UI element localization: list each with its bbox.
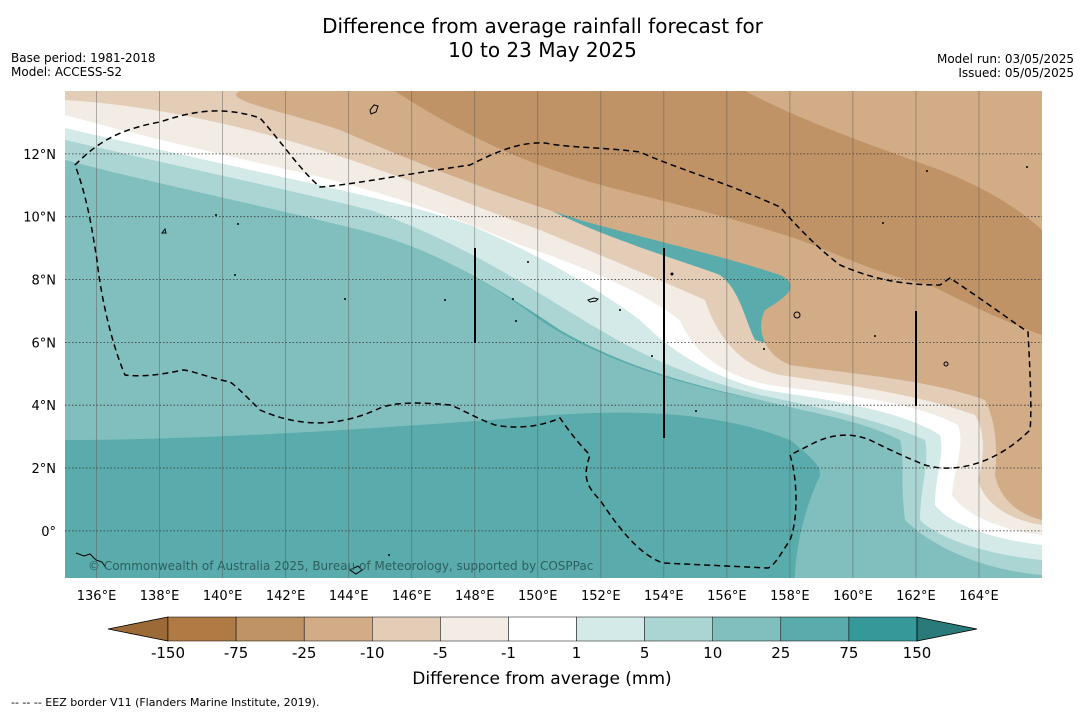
- colorbar-tick-label: -10: [360, 644, 385, 662]
- title-line-1: Difference from average rainfall forecas…: [322, 14, 763, 38]
- lon-tick-label: 146°E: [392, 589, 432, 604]
- colorbar-title: Difference from average (mm): [412, 669, 671, 689]
- colorbar-segment: [644, 616, 713, 642]
- copyright-text: © Commonwealth of Australia 2025, Bureau…: [88, 559, 593, 573]
- lon-tick-label: 140°E: [203, 589, 243, 604]
- lon-tick-label: 138°E: [140, 589, 180, 604]
- anomaly-band-neg1-1: [65, 91, 1042, 535]
- island-kosrae: [943, 361, 949, 367]
- colorbar: -150 -75 -25 -10 -5 -1 1 5 10 25 75 150: [107, 616, 978, 662]
- island-dots: [215, 166, 1028, 556]
- colorbar-tick-label: -1: [501, 644, 516, 662]
- colorbar-segment: [235, 616, 305, 642]
- lon-tick-label: 148°E: [455, 589, 495, 604]
- island-chuuk: [587, 297, 599, 303]
- colorbar-tick-label: 1: [572, 644, 582, 662]
- longitude-labels: 136°E 138°E 140°E 142°E 144°E 146°E 148°E 150°E…: [77, 589, 999, 604]
- colorbar-tick-label: 10: [703, 644, 722, 662]
- colorbar-segment: [508, 616, 577, 642]
- lat-tick-label: 2°N: [32, 462, 57, 477]
- colorbar-tick-label: 25: [771, 644, 790, 662]
- island-pohnpei: [793, 311, 801, 319]
- island-yap: [161, 227, 167, 234]
- colorbar-tick-label: -25: [292, 644, 317, 662]
- anomaly-band-25-75-west: [65, 335, 175, 440]
- meta-left: Base period: 1981-2018 Model: ACCESS-S2: [11, 51, 156, 79]
- lon-tick-label: 160°E: [833, 589, 873, 604]
- colorbar-tick-label: 150: [903, 644, 932, 662]
- colorbar-tick-label: -75: [224, 644, 249, 662]
- colorbar-tick-label: 5: [640, 644, 650, 662]
- lon-tick-label: 162°E: [896, 589, 936, 604]
- lat-tick-label: 8°N: [32, 274, 57, 289]
- anomaly-band-75-150-south: [65, 412, 821, 578]
- island-guam: [369, 104, 379, 115]
- island-png-small: [349, 565, 363, 575]
- lon-tick-label: 158°E: [770, 589, 810, 604]
- island-png-coast: [75, 552, 107, 569]
- colorbar-segment: [303, 616, 373, 642]
- colorbar-segment: [372, 616, 441, 642]
- colorbar-segment: [167, 616, 237, 642]
- colorbar-segment: [848, 616, 918, 642]
- colorbar-segment: [780, 616, 850, 642]
- lon-tick-label: 154°E: [644, 589, 684, 604]
- lon-tick-label: 152°E: [581, 589, 621, 604]
- lat-tick-label: 4°N: [32, 399, 57, 414]
- lon-tick-label: 164°E: [959, 589, 999, 604]
- latitude-labels: 12°N 10°N 8°N 6°N 4°N 2°N 0°: [23, 148, 56, 540]
- colorbar-tick-label: -5: [433, 644, 448, 662]
- colorbar-tick-label: -150: [151, 644, 185, 662]
- lon-tick-label: 156°E: [707, 589, 747, 604]
- anomaly-band-1-5: [65, 112, 1042, 545]
- lat-tick-label: 6°N: [32, 336, 57, 351]
- islands: [75, 104, 949, 575]
- title-line-2: 10 to 23 May 2025: [448, 38, 637, 62]
- colorbar-segment: [712, 616, 782, 642]
- lon-tick-label: 136°E: [77, 589, 117, 604]
- colorbar-extend-low: [107, 616, 169, 642]
- model-name: Model: ACCESS-S2: [11, 65, 123, 79]
- colorbar-segment: [440, 616, 509, 642]
- eez-footnote: -- -- -- EEZ border V11 (Flanders Marine…: [11, 696, 320, 709]
- lat-tick-label: 0°: [41, 525, 56, 540]
- anomaly-band-5-10: [65, 125, 1042, 560]
- lon-tick-label: 150°E: [518, 589, 558, 604]
- meta-right: Model run: 03/05/2025 Issued: 05/05/2025: [937, 52, 1074, 80]
- base-period: Base period: 1981-2018: [11, 51, 156, 65]
- lon-tick-label: 144°E: [329, 589, 369, 604]
- colorbar-extend-high: [916, 616, 978, 642]
- lat-tick-label: 12°N: [23, 148, 56, 163]
- map-title: Difference from average rainfall forecas…: [0, 14, 1085, 62]
- lat-tick-label: 10°N: [23, 211, 56, 226]
- eez-border: [74, 110, 1032, 569]
- map-panel: © Commonwealth of Australia 2025, Bureau…: [65, 91, 1042, 578]
- model-run: Model run: 03/05/2025: [936, 52, 1074, 66]
- colorbar-tick-label: 75: [839, 644, 858, 662]
- anomaly-band-neg25-neg10: [395, 91, 1042, 335]
- region-separators: [474, 248, 917, 438]
- issued-date: Issued: 05/05/2025: [958, 66, 1074, 80]
- lon-tick-label: 142°E: [266, 589, 306, 604]
- colorbar-segment: [576, 616, 645, 642]
